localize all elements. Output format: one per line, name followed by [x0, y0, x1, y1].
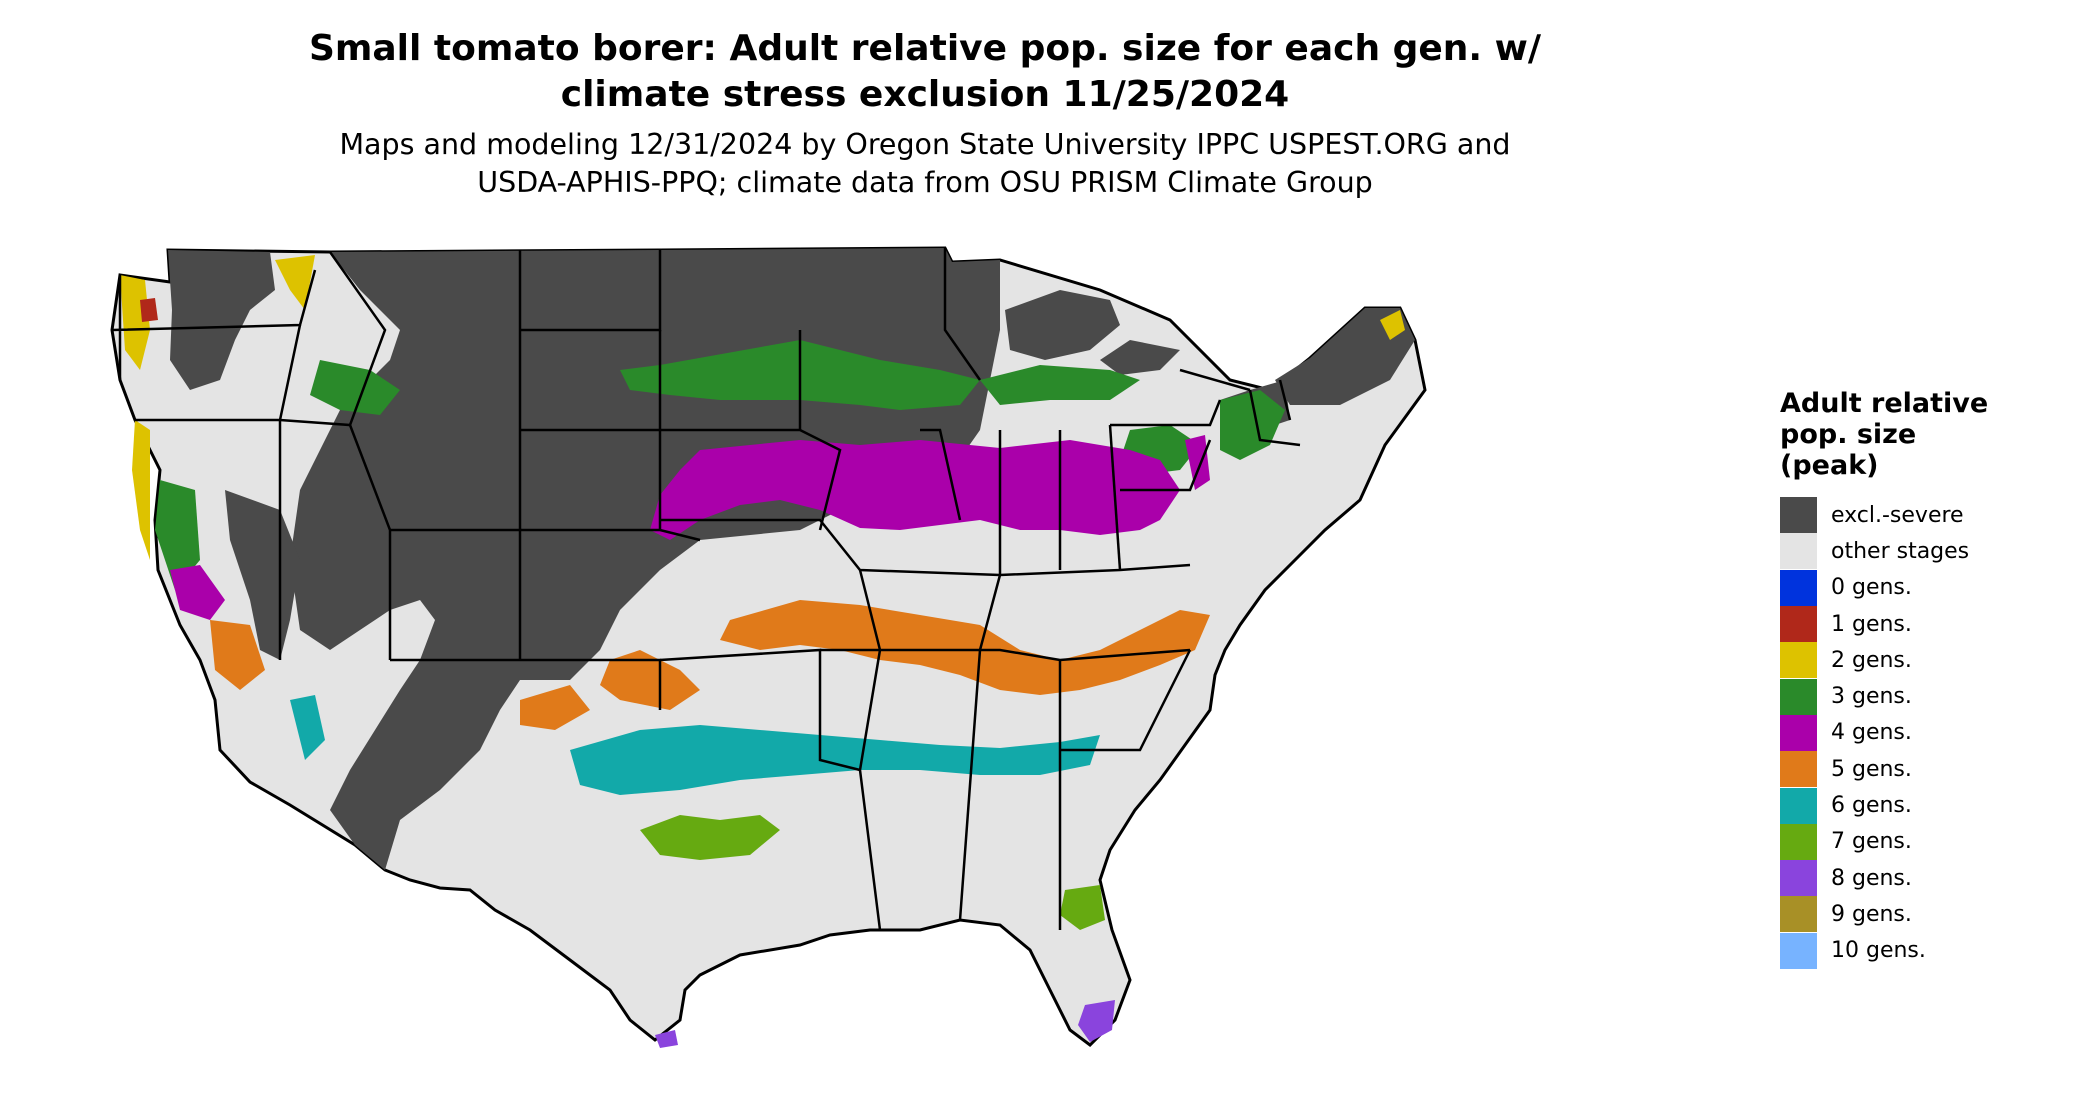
- legend: Adult relative pop. size (peak) excl.-se…: [1780, 388, 1988, 969]
- legend-list: excl.-severe other stages 0 gens. 1 gens…: [1780, 497, 1988, 969]
- legend-label: 9 gens.: [1831, 901, 1912, 927]
- legend-item: 7 gens.: [1780, 823, 1988, 860]
- legend-label: 2 gens.: [1831, 647, 1912, 673]
- band-4-gens: [170, 435, 1210, 620]
- legend-item: 9 gens.: [1780, 896, 1988, 933]
- band-2-gens: [120, 255, 1405, 560]
- legend-label: other stages: [1831, 538, 1970, 564]
- legend-swatch: [1780, 606, 1817, 643]
- legend-item: 2 gens.: [1780, 642, 1988, 679]
- legend-swatch: [1780, 497, 1817, 534]
- legend-swatch: [1780, 751, 1817, 788]
- legend-title-line-3: (peak): [1780, 450, 1879, 481]
- title-line-2: climate stress exclusion 11/25/2024: [560, 74, 1290, 115]
- legend-swatch: [1780, 932, 1817, 969]
- legend-label: 6 gens.: [1831, 793, 1912, 819]
- legend-label: 0 gens.: [1831, 575, 1912, 601]
- legend-swatch: [1780, 896, 1817, 933]
- state-borders: [111, 248, 1301, 931]
- legend-title: Adult relative pop. size (peak): [1780, 388, 1988, 481]
- legend-item: 3 gens.: [1780, 678, 1988, 715]
- us-map: [110, 246, 1427, 1048]
- subtitle-line-2: USDA-APHIS-PPQ; climate data from OSU PR…: [477, 166, 1373, 199]
- legend-swatch: [1780, 714, 1817, 751]
- band-1-gens: [140, 298, 158, 322]
- map-subtitle: Maps and modeling 12/31/2024 by Oregon S…: [230, 126, 1620, 202]
- legend-title-line-2: pop. size: [1780, 419, 1917, 450]
- legend-swatch: [1780, 787, 1817, 824]
- map-title: Small tomato borer: Adult relative pop. …: [200, 26, 1650, 118]
- legend-item: 5 gens.: [1780, 751, 1988, 788]
- legend-label: 3 gens.: [1831, 684, 1912, 710]
- legend-title-line-1: Adult relative: [1780, 388, 1989, 419]
- legend-label: 8 gens.: [1831, 865, 1912, 891]
- legend-swatch: [1780, 569, 1817, 606]
- legend-item: 4 gens.: [1780, 714, 1988, 751]
- title-line-1: Small tomato borer: Adult relative pop. …: [308, 28, 1542, 69]
- legend-label: 4 gens.: [1831, 720, 1912, 746]
- legend-swatch: [1780, 533, 1817, 570]
- legend-item: excl.-severe: [1780, 497, 1988, 534]
- legend-label: 5 gens.: [1831, 756, 1912, 782]
- band-8-gens: [655, 1000, 1115, 1048]
- legend-item: 8 gens.: [1780, 860, 1988, 897]
- legend-item: other stages: [1780, 533, 1988, 570]
- band-3-gens: [155, 340, 1285, 590]
- legend-label: 10 gens.: [1831, 938, 1926, 964]
- legend-item: 10 gens.: [1780, 932, 1988, 969]
- band-7-gens: [640, 815, 1105, 930]
- legend-label: 1 gens.: [1831, 611, 1912, 637]
- legend-swatch: [1780, 823, 1817, 860]
- legend-item: 6 gens.: [1780, 787, 1988, 824]
- legend-swatch: [1780, 678, 1817, 715]
- legend-swatch: [1780, 642, 1817, 679]
- legend-swatch: [1780, 860, 1817, 897]
- band-5-gens: [210, 600, 1210, 730]
- subtitle-line-1: Maps and modeling 12/31/2024 by Oregon S…: [339, 128, 1511, 161]
- band-6-gens: [290, 695, 1100, 795]
- legend-label: excl.-severe: [1831, 502, 1964, 528]
- legend-label: 7 gens.: [1831, 829, 1912, 855]
- legend-item: 1 gens.: [1780, 606, 1988, 643]
- legend-item: 0 gens.: [1780, 569, 1988, 606]
